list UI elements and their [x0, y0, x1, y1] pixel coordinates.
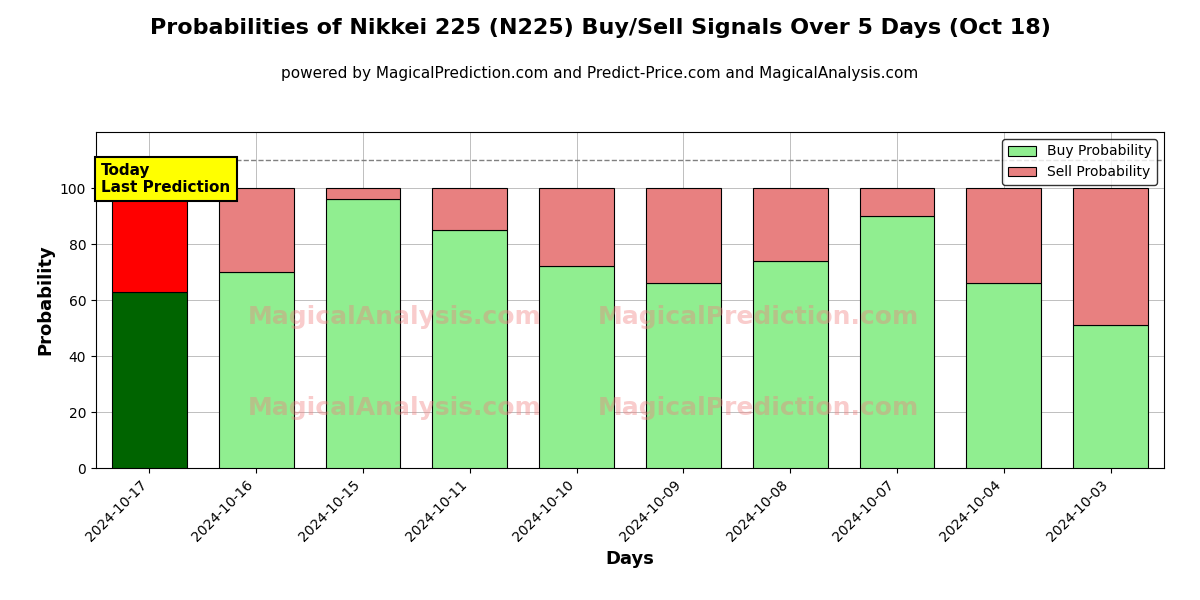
Bar	[539, 188, 614, 266]
Text: powered by MagicalPrediction.com and Predict-Price.com and MagicalAnalysis.com: powered by MagicalPrediction.com and Pre…	[281, 66, 919, 81]
Bar	[432, 230, 508, 468]
Bar	[646, 283, 721, 468]
Text: MagicalAnalysis.com: MagicalAnalysis.com	[248, 395, 542, 419]
Y-axis label: Probability: Probability	[36, 245, 54, 355]
Text: MagicalPrediction.com: MagicalPrediction.com	[598, 395, 919, 419]
Text: MagicalAnalysis.com: MagicalAnalysis.com	[248, 305, 542, 329]
Bar	[218, 272, 294, 468]
Bar	[752, 261, 828, 468]
Bar	[112, 292, 187, 468]
Bar	[112, 188, 187, 292]
Text: Probabilities of Nikkei 225 (N225) Buy/Sell Signals Over 5 Days (Oct 18): Probabilities of Nikkei 225 (N225) Buy/S…	[150, 18, 1050, 38]
Bar	[218, 188, 294, 272]
Bar	[859, 188, 935, 216]
Text: Today
Last Prediction: Today Last Prediction	[101, 163, 230, 195]
Text: MagicalPrediction.com: MagicalPrediction.com	[598, 305, 919, 329]
Bar	[646, 188, 721, 283]
Bar	[1073, 188, 1148, 325]
Bar	[966, 283, 1042, 468]
Bar	[859, 216, 935, 468]
Bar	[1073, 325, 1148, 468]
Bar	[325, 199, 401, 468]
Bar	[752, 188, 828, 261]
Legend: Buy Probability, Sell Probability: Buy Probability, Sell Probability	[1002, 139, 1157, 185]
X-axis label: Days: Days	[606, 550, 654, 568]
Bar	[539, 266, 614, 468]
Bar	[966, 188, 1042, 283]
Bar	[432, 188, 508, 230]
Bar	[325, 188, 401, 199]
